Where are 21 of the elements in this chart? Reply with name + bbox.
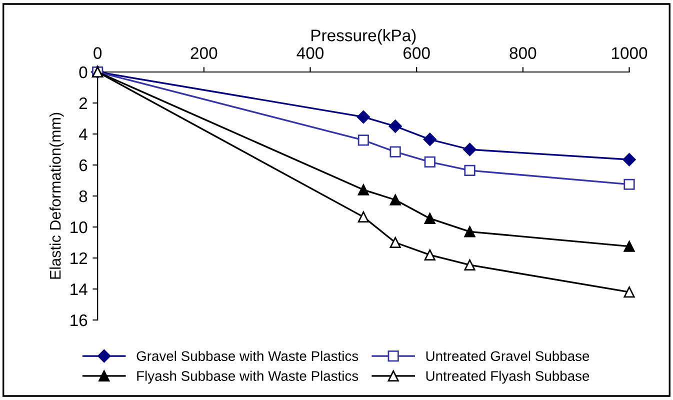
y-tick-label: 8 [79,190,88,202]
x-axis-title: Pressure(kPa) [312,29,416,45]
legend-label: Untreated Gravel Subbase [426,350,590,362]
y-tick-label: 4 [78,128,88,140]
y-axis-title: Elastic Deformation(mm) [50,112,64,279]
x-tick-label: 0 [94,47,102,59]
x-tick-label: 400 [296,47,324,59]
y-tick-label: 6 [79,159,88,172]
x-tick-label: 1000 [612,47,648,59]
legend-label: Untreated Flyash Subbase [426,370,590,384]
legend-label: Gravel Subbase with Waste Plastics [136,350,358,362]
y-tick-label: 16 [70,314,88,326]
y-tick-label: 10 [70,221,88,234]
y-tick-label: 14 [70,284,88,296]
y-tick-label: 0 [79,66,88,78]
y-tick-label: 2 [79,97,88,110]
x-tick-label: 800 [510,47,536,59]
x-tick-label: 200 [190,47,218,59]
legend-label: Flyash Subbase with Waste Plastics [137,370,358,384]
y-tick-label: 12 [70,252,88,264]
x-tick-label: 600 [404,47,430,59]
